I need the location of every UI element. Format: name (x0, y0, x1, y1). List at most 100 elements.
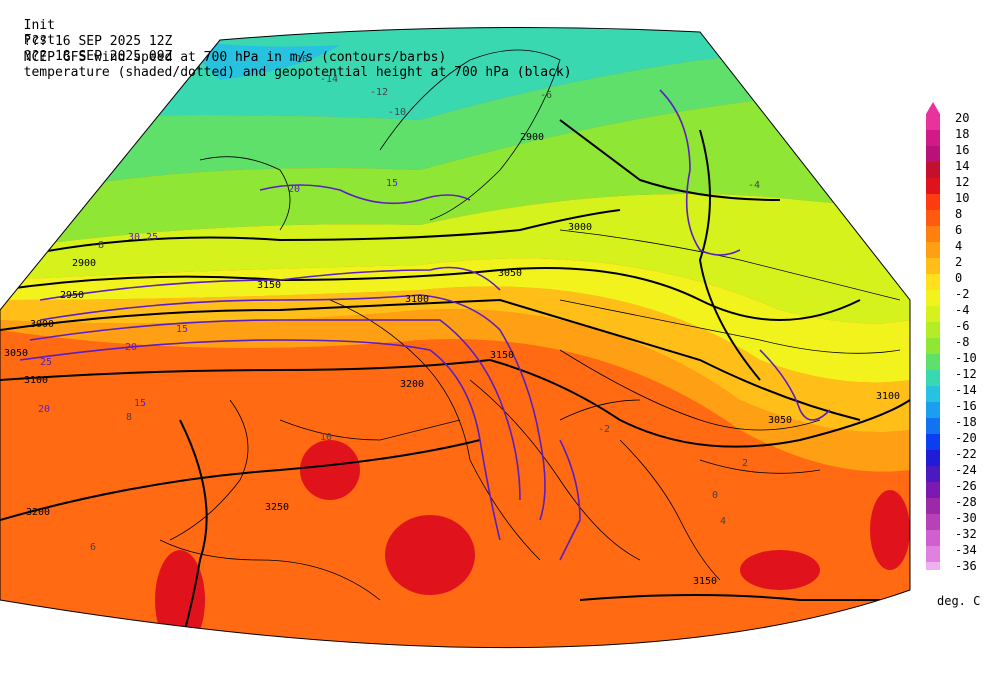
temp-band-green (0, 80, 910, 250)
colorbar-label: 2 (955, 255, 963, 269)
colorbar-swatch (926, 402, 940, 418)
colorbar-swatch (926, 162, 940, 178)
wind-label: 20 (38, 404, 50, 415)
colorbar-swatch (926, 434, 940, 450)
height-label: 2900 (520, 132, 544, 143)
colorbar-label: -36 (955, 559, 977, 573)
wind-label: 15 (386, 178, 398, 189)
height-label: 3100 (876, 391, 900, 402)
wind-contours (19, 89, 831, 561)
temp-band-amber (0, 286, 910, 432)
header-fcst-line: Fcst ??? 18 SEP 2025 09Z temperature (sh… (8, 17, 572, 81)
colorbar-swatch (926, 258, 940, 274)
map-frame (0, 27, 911, 649)
colorbar-swatch (926, 210, 940, 226)
colorbar-swatch (926, 178, 940, 194)
colorbar-label: -26 (955, 479, 977, 493)
colorbar-label: -14 (955, 383, 977, 397)
map-title: NCEP GFS wind speed at 700 hPa in m/s (c… (23, 50, 447, 65)
colorbar-label: 4 (955, 239, 963, 253)
colorbar-label: 14 (955, 159, 970, 173)
colorbar-label: 0 (955, 271, 963, 285)
colorbar-label: -4 (955, 303, 970, 317)
colorbar-swatch (926, 226, 940, 242)
temp-band-blue (180, 40, 340, 80)
height-label: 3150 (257, 280, 281, 291)
temp-label: 4 (720, 516, 726, 527)
temp-band-warm (0, 330, 910, 648)
height-label: 3150 (693, 576, 717, 587)
height-label: 3200 (26, 507, 50, 518)
colorbar-swatch (926, 130, 940, 146)
colorbar-label: -34 (955, 543, 977, 557)
colorbar-swatch (926, 322, 940, 338)
colorbar-swatch (926, 354, 940, 370)
temp-label: -10 (388, 107, 406, 118)
height-label: 3050 (498, 268, 522, 279)
colorbar-swatch (926, 370, 940, 386)
colorbar-label: -20 (955, 431, 977, 445)
colorbar-label: -12 (955, 367, 977, 381)
temp-band-yellow (0, 258, 910, 383)
country-borders (159, 49, 901, 601)
colorbar-swatch (926, 274, 940, 290)
height-label: 3150 (490, 350, 514, 361)
temp-label: -16 (290, 54, 308, 65)
colorbar-swatch (926, 290, 940, 306)
colorbar-swatch (926, 482, 940, 498)
init-run: ??? 16 SEP 2025 12Z (23, 34, 173, 49)
temp-band-lime (0, 193, 910, 324)
height-label: 3200 (400, 379, 424, 390)
header-init-line: Init ??? 16 SEP 2025 12Z NCEP GFS wind s… (8, 2, 447, 66)
height-label: 2950 (60, 290, 84, 301)
fcst-run: ??? 18 SEP 2025 09Z (23, 49, 173, 64)
height-label: 3100 (24, 375, 48, 386)
colorbar-swatch (926, 418, 940, 434)
colorbar-label: -18 (955, 415, 977, 429)
colorbar-label: -2 (955, 287, 970, 301)
height-label: 3000 (568, 222, 592, 233)
temp-label: 2 (742, 458, 748, 469)
colorbar-label: 20 (955, 111, 970, 125)
hot-spot (870, 490, 910, 570)
colorbar-swatch (926, 562, 940, 570)
colorbar-label: -30 (955, 511, 977, 525)
height-contours (0, 119, 910, 648)
colorbar-label: 12 (955, 175, 970, 189)
map-subtitle: temperature (shaded/dotted) and geopoten… (23, 65, 572, 80)
colorbar-label: -32 (955, 527, 977, 541)
temp-label: -2 (598, 424, 610, 435)
colorbar-swatch (926, 514, 940, 530)
colorbar-label: -22 (955, 447, 977, 461)
colorbar-label: -16 (955, 399, 977, 413)
height-label: 3000 (30, 319, 54, 330)
colorbar-label: 16 (955, 143, 970, 157)
temp-label: 8 (126, 412, 132, 423)
temp-label: 0 (712, 490, 718, 501)
colorbar-swatch (926, 194, 940, 210)
colorbar-swatch (926, 114, 940, 130)
hot-spot (385, 515, 475, 595)
temp-label: 6 (90, 542, 96, 553)
height-label: 3250 (265, 502, 289, 513)
colorbar-swatch (926, 386, 940, 402)
colorbar-units: deg. C (937, 594, 981, 608)
colorbar-label: 10 (955, 191, 970, 205)
wind-label: 20 (125, 342, 137, 353)
colorbar: 20 18 16 14 12 10 8 6 4 2 0 -2 -4 -6 -8 -10 -12 -14 -16 -18… (925, 100, 985, 573)
colorbar-label: -6 (955, 319, 970, 333)
colorbar-label: 6 (955, 223, 963, 237)
colorbar-label: -10 (955, 351, 977, 365)
wind-label: 25 (40, 357, 52, 368)
temp-band-orange (0, 309, 910, 472)
temp-label: -14 (320, 74, 338, 85)
colorbar-label: -8 (955, 335, 970, 349)
temp-label: 10 (320, 432, 332, 443)
temp-band-teal (0, 40, 910, 200)
wind-label: 30 (128, 232, 140, 243)
colorbar-swatch (926, 450, 940, 466)
wind-label: 25 (146, 232, 158, 243)
temp-label: -4 (748, 180, 760, 191)
height-label: 3050 (4, 348, 28, 359)
